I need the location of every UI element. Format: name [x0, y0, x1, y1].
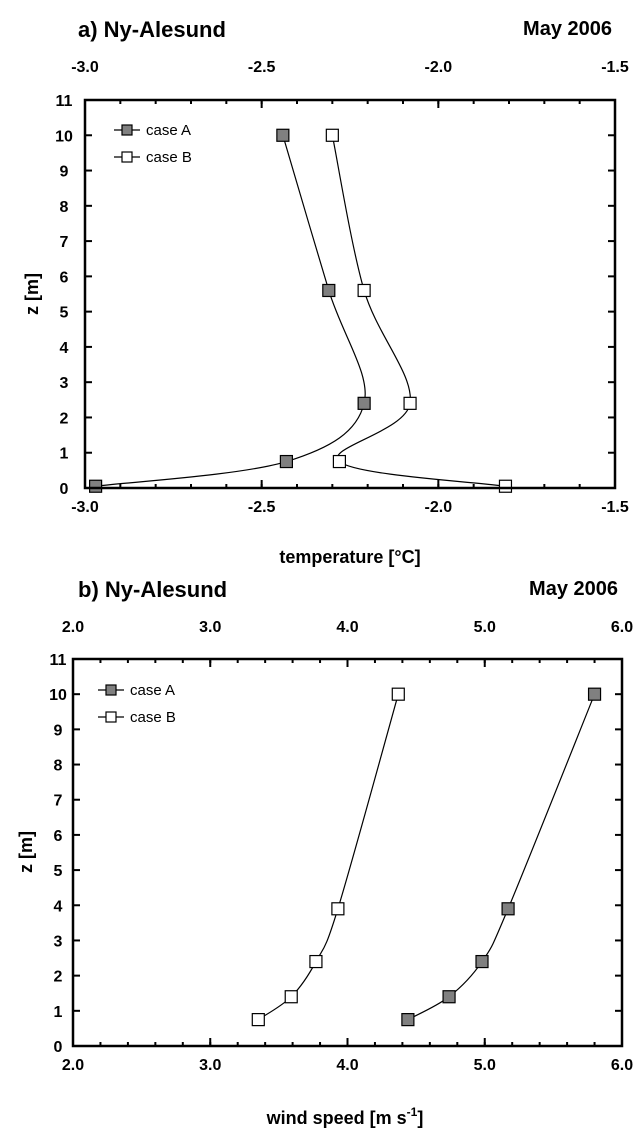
panel-b-wind-speed: b) Ny-Alesund May 2006 2.0 2.0 3.0 3.0 4.0 4.… — [16, 577, 633, 1128]
panel-a-data — [88, 128, 513, 493]
data-point-case-b — [251, 1013, 265, 1027]
data-point-case-a — [276, 128, 290, 142]
y-tick-label: 8 — [60, 199, 69, 216]
legend-marker-case-b — [121, 151, 133, 163]
y-tick-label: 11 — [56, 93, 73, 110]
series-line-case-a — [95, 135, 366, 487]
panel-b-title: b) Ny-Alesund — [78, 577, 227, 602]
x-tick-label-top: -2.0 — [425, 59, 453, 76]
x-tick-label-top: 6.0 — [611, 619, 633, 636]
x-tick-label-bottom: 5.0 — [474, 1057, 496, 1074]
legend-marker-case-a — [105, 684, 117, 696]
data-point-case-a — [357, 396, 371, 410]
y-tick-label: 6 — [60, 269, 69, 286]
y-tick-label: 7 — [54, 793, 63, 810]
y-tick-label: 0 — [54, 1039, 63, 1056]
data-point-case-a — [401, 1013, 415, 1027]
x-tick-label-bottom: -2.5 — [248, 499, 276, 516]
x-tick-label-top: -2.5 — [248, 59, 276, 76]
x-tick-label-bottom: 2.0 — [62, 1057, 84, 1074]
legend-label-case-a: case A — [146, 122, 191, 139]
y-tick-label: 3 — [60, 375, 69, 392]
y-tick-label: 11 — [50, 652, 67, 669]
legend-label-case-b: case B — [130, 709, 176, 726]
legend-marker-case-b — [105, 711, 117, 723]
panel-b-plot-frame — [71, 657, 624, 1048]
y-tick-label: 4 — [54, 898, 63, 915]
y-tick-label: 1 — [54, 1004, 63, 1021]
panel-a-y-axis-label: z [m] — [22, 273, 42, 315]
y-tick-label: 3 — [54, 933, 63, 950]
panel-a-title: a) Ny-Alesund — [78, 17, 226, 42]
x-tick-label-top: -1.5 — [601, 59, 629, 76]
panel-a-x-axis-label: temperature [°C] — [279, 547, 420, 567]
data-point-case-a — [88, 479, 103, 493]
x-tick-label-bottom: 4.0 — [336, 1057, 358, 1074]
data-point-case-b — [325, 128, 339, 142]
y-tick-label: 1 — [60, 446, 69, 463]
x-tick-label-top: -3.0 — [71, 59, 99, 76]
data-point-case-b — [403, 396, 417, 410]
data-point-case-a — [279, 454, 293, 469]
legend-label-case-a: case A — [130, 682, 175, 699]
panel-b-date: May 2006 — [529, 578, 618, 600]
x-tick-label-top: 5.0 — [474, 619, 496, 636]
y-tick-label: 10 — [55, 128, 73, 145]
series-line-case-a — [407, 693, 596, 1021]
y-tick-label: 6 — [54, 828, 63, 845]
y-tick-label: 5 — [60, 305, 69, 322]
y-tick-label: 0 — [60, 481, 69, 498]
legend-marker-case-a — [121, 124, 133, 136]
data-point-case-b — [498, 479, 513, 493]
series-line-case-b — [331, 135, 506, 487]
panel-a-date: May 2006 — [523, 18, 612, 40]
panel-b-y-axis-label: z [m] — [16, 831, 36, 873]
data-point-case-b — [391, 687, 405, 701]
y-tick-label: 2 — [54, 969, 63, 986]
data-point-case-a — [501, 902, 515, 916]
x-tick-label-bottom: 3.0 — [199, 1057, 221, 1074]
x-tick-label-bottom: -3.0 — [71, 499, 99, 516]
y-tick-label: 7 — [60, 234, 69, 251]
panel-a-legend: case A case B — [114, 122, 192, 166]
data-point-case-b — [357, 283, 371, 298]
panel-a-temperature: a) Ny-Alesund May 2006 -3.0-3.0-2.5-2.5-… — [22, 17, 629, 567]
panel-b-legend: case A case B — [98, 682, 176, 726]
data-point-case-b — [331, 902, 345, 916]
x-tick-label-bottom: 6.0 — [611, 1057, 633, 1074]
legend-label-case-b: case B — [146, 149, 192, 166]
panel-b-x-axis-label: wind speed [m s-1] — [266, 1105, 424, 1128]
x-tick-label-top: 2.0 — [62, 619, 84, 636]
panel-a-plot-frame — [83, 98, 617, 490]
data-point-case-a — [587, 687, 602, 701]
y-tick-label: 9 — [60, 164, 69, 181]
y-tick-label: 5 — [54, 863, 63, 880]
data-point-case-a — [442, 990, 456, 1004]
panel-a-axes: -3.0 -3.0 -2.5 -2.5 -2.0 -2.0 -1.5 -1.5 0 1 2 3 4 5 6 7… — [55, 59, 629, 516]
y-tick-label: 4 — [60, 340, 69, 357]
panel-b-data — [251, 687, 602, 1027]
data-point-case-b — [309, 954, 323, 969]
y-tick-label: 8 — [54, 758, 63, 775]
x-tick-label-bottom: -1.5 — [601, 499, 629, 516]
series-line-case-b — [257, 694, 399, 1021]
x-tick-label-top: 3.0 — [199, 619, 221, 636]
data-point-case-b — [284, 990, 298, 1004]
data-point-case-a — [475, 954, 489, 969]
y-tick-label: 2 — [60, 410, 69, 427]
y-tick-label: 10 — [49, 687, 67, 704]
x-tick-label-top: 4.0 — [336, 619, 358, 636]
data-point-case-a — [322, 283, 336, 298]
data-point-case-b — [332, 454, 346, 469]
x-tick-label-bottom: -2.0 — [425, 499, 453, 516]
y-tick-label: 9 — [54, 722, 63, 739]
